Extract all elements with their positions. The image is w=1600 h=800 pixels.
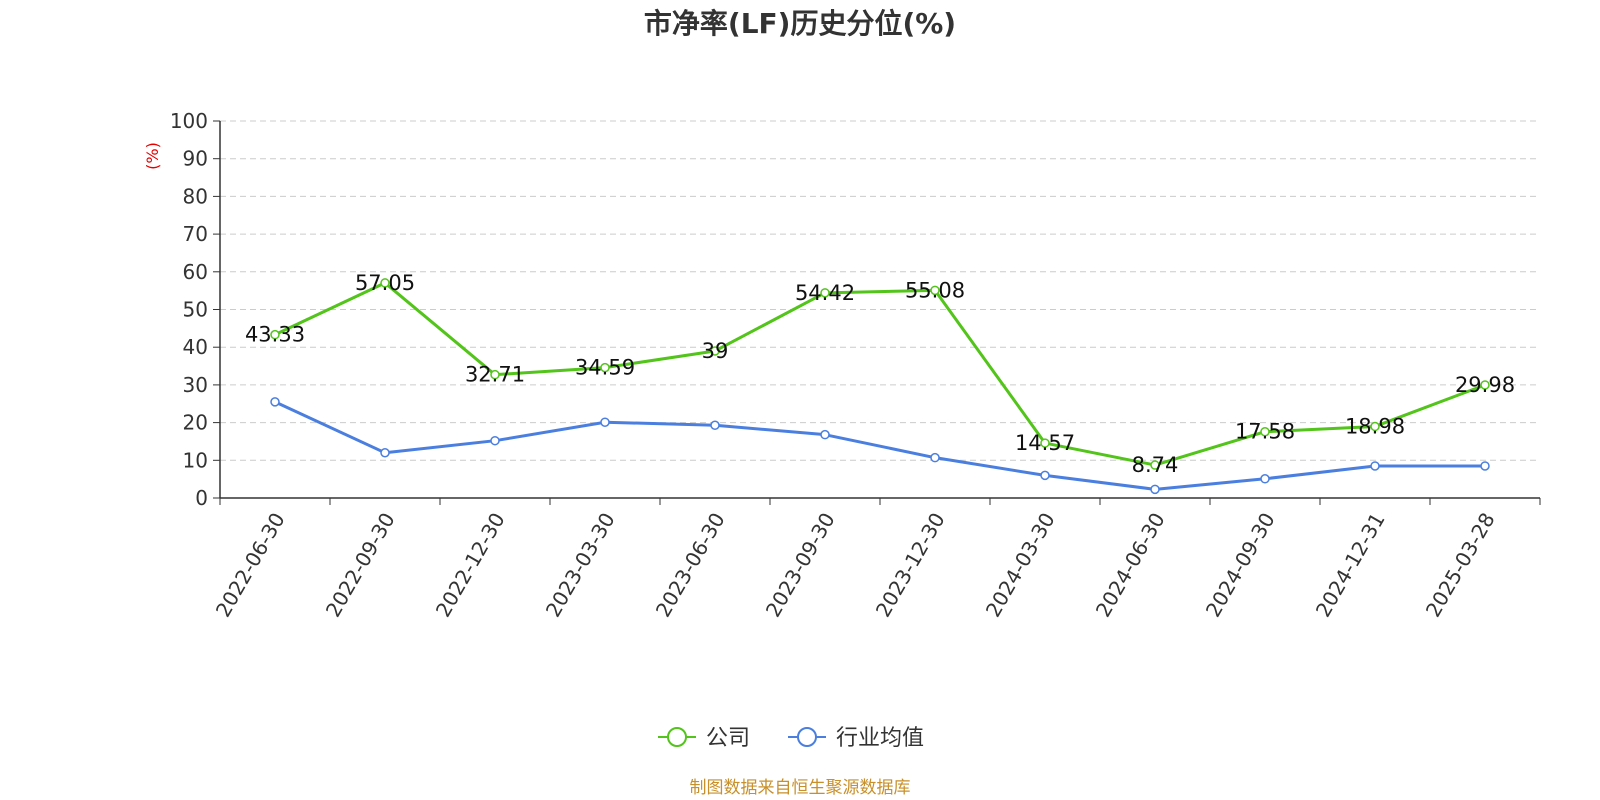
legend[interactable]: 公司 行业均值 [658,726,924,751]
legend-marker-icon [797,727,817,747]
x-tick-label: 2024-06-30 [1091,509,1170,622]
data-point [820,429,830,440]
x-tick-label: 2024-12-31 [1311,509,1390,622]
data-point [380,278,390,288]
y-tick-label: 50 [183,298,208,322]
data-point [710,420,720,430]
series-1 [270,397,1490,495]
data-point [1040,470,1050,481]
y-tick-label: 10 [183,448,208,472]
data-point [1480,461,1490,471]
data-label: 17.58 [1235,420,1295,444]
series-0: 43.33 57.05 32.71 34.59 39 54.42 55.08 14.57 8.7… [245,271,1515,477]
y-unit-label: (%) [143,142,162,170]
data-label: 34.59 [575,356,635,380]
data-point [1480,380,1490,390]
legend-item-1[interactable]: 行业均值 [788,726,924,751]
y-tick-label: 100 [170,109,208,133]
y-tick-label: 70 [183,222,208,246]
x-tick-label: 2024-09-30 [1201,509,1280,622]
y-tick-label: 20 [183,411,208,435]
data-point [1150,484,1160,495]
data-point [600,362,610,373]
legend-marker-icon [667,727,687,747]
data-point [1150,460,1160,470]
y-tick-label: 30 [183,373,208,397]
series-line [274,400,1485,491]
data-label: 43.33 [245,323,305,347]
x-tick-label: 2022-12-30 [431,509,510,622]
data-label: 54.42 [795,281,855,305]
data-point [930,452,940,463]
data-label: 18.98 [1345,414,1405,438]
y-axis-ticks: 0 10 20 30 40 50 60 70 80 90 100 [170,109,221,510]
series-layer: 43.33 57.05 32.71 34.59 39 54.42 55.08 14.57 8.7… [245,271,1515,495]
legend-label: 公司 [706,726,750,751]
data-point [270,329,280,340]
y-tick-label: 40 [183,335,208,359]
data-label: 29.98 [1455,373,1515,397]
x-tick-label: 2022-09-30 [321,509,400,622]
data-point [820,288,830,298]
y-tick-label: 60 [183,260,208,284]
series-line [274,281,1486,467]
data-label: 14.57 [1015,431,1075,455]
x-tick-label: 2023-12-30 [871,509,950,622]
data-point [1260,474,1270,484]
data-point [1370,461,1380,471]
x-tick-label: 2023-06-30 [651,509,730,622]
data-label: 32.71 [465,363,525,387]
data-point [1040,438,1050,448]
x-tick-label: 2023-03-30 [541,509,620,622]
data-label: 8.74 [1132,453,1179,477]
data-point [710,346,720,356]
data-label: 57.05 [355,271,415,295]
legend-item-0[interactable]: 公司 [658,726,750,751]
data-point [490,435,500,446]
data-label: 55.08 [905,278,965,302]
data-point [490,369,500,380]
y-tick-label: 80 [183,184,208,208]
source-note: 制图数据来自恒生聚源数据库 [690,778,911,798]
data-point [270,397,280,407]
y-tick-label: 0 [195,486,208,510]
chart-title: 市净率(LF)历史分位(%) [644,7,956,40]
data-label: 39 [702,339,729,363]
data-point [600,417,610,427]
grid-lines [220,120,1540,461]
y-tick-label: 90 [183,147,208,171]
data-point [380,448,390,458]
legend-label: 行业均值 [836,726,924,751]
x-axis: 2022-06-30 2022-09-30 2022-12-30 2023-03-30… [211,497,1541,622]
x-tick-label: 2023-09-30 [761,509,840,622]
x-tick-label: 2025-03-28 [1421,509,1500,622]
data-point [1260,426,1270,437]
data-point [930,285,940,296]
data-point [1370,421,1380,432]
x-tick-label: 2024-03-30 [981,509,1060,622]
x-tick-label: 2022-06-30 [211,509,290,622]
